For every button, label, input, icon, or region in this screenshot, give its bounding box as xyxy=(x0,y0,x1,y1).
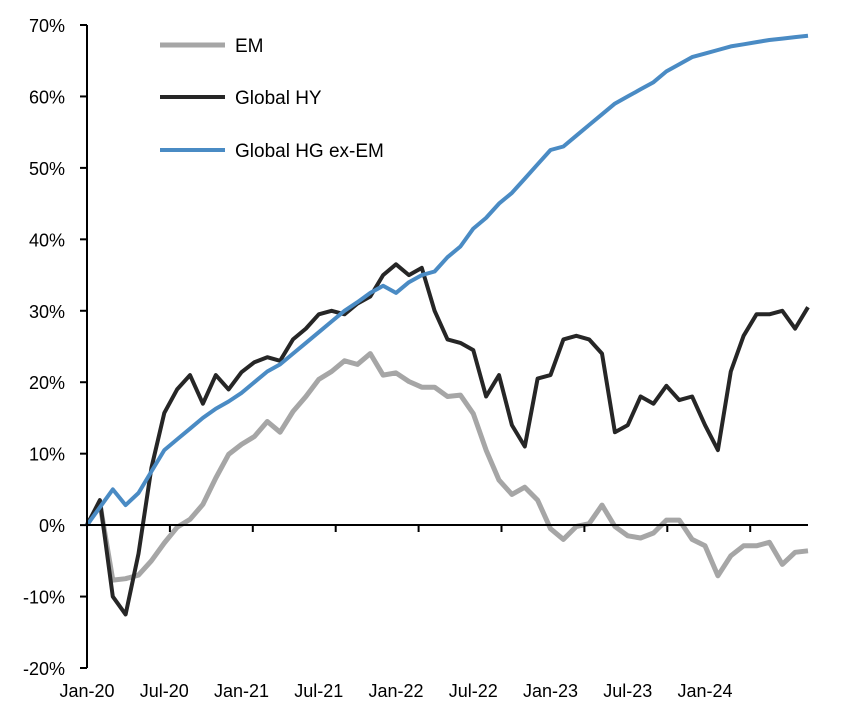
series-layer xyxy=(84,33,810,617)
series-line-em xyxy=(84,351,809,583)
x-tick-label: Jan-24 xyxy=(677,681,732,701)
y-tick-label: -10% xyxy=(23,588,65,608)
legend-label-global-hy: Global HY xyxy=(235,88,322,109)
y-tick-label: 70% xyxy=(29,16,65,36)
x-tick-label: Jan-20 xyxy=(59,681,114,701)
legend-item-global-hy: Global HY xyxy=(160,88,322,109)
axes xyxy=(86,25,808,668)
x-ticks: Jan-20 Jul-20 Jan-21 Jul-21 Jan-22 Jul-22 Jan-… xyxy=(59,525,752,701)
x-tick-label: Jul-20 xyxy=(140,681,189,701)
legend-item-em: EM xyxy=(160,36,264,57)
x-tick-label: Jul-22 xyxy=(449,681,498,701)
y-tick-label: 0% xyxy=(39,516,65,536)
x-tick-label: Jan-22 xyxy=(368,681,423,701)
y-ticks: 70% 60% 50% 40% 30% 20% 10% 0% -10% -20% xyxy=(23,16,87,679)
legend-label-global-hg-ex-em: Global HG ex-EM xyxy=(235,141,384,162)
y-tick-label: -20% xyxy=(23,659,65,679)
series-line-global-hy xyxy=(85,262,810,617)
legend: EM Global HY Global HG ex-EM xyxy=(160,36,384,162)
series-line-global-hg-ex-em xyxy=(85,33,809,527)
x-tick-label: Jan-23 xyxy=(523,681,578,701)
y-tick-label: 30% xyxy=(29,302,65,322)
x-tick-label: Jul-21 xyxy=(294,681,343,701)
x-tick-label: Jul-23 xyxy=(603,681,652,701)
y-tick-label: 10% xyxy=(29,445,65,465)
y-tick-label: 20% xyxy=(29,373,65,393)
y-tick-label: 50% xyxy=(29,159,65,179)
legend-label-em: EM xyxy=(235,36,264,57)
x-tick-label: Jan-21 xyxy=(214,681,269,701)
y-tick-label: 60% xyxy=(29,87,65,107)
y-tick-label: 40% xyxy=(29,230,65,250)
legend-item-global-hg-ex-em: Global HG ex-EM xyxy=(160,141,384,162)
